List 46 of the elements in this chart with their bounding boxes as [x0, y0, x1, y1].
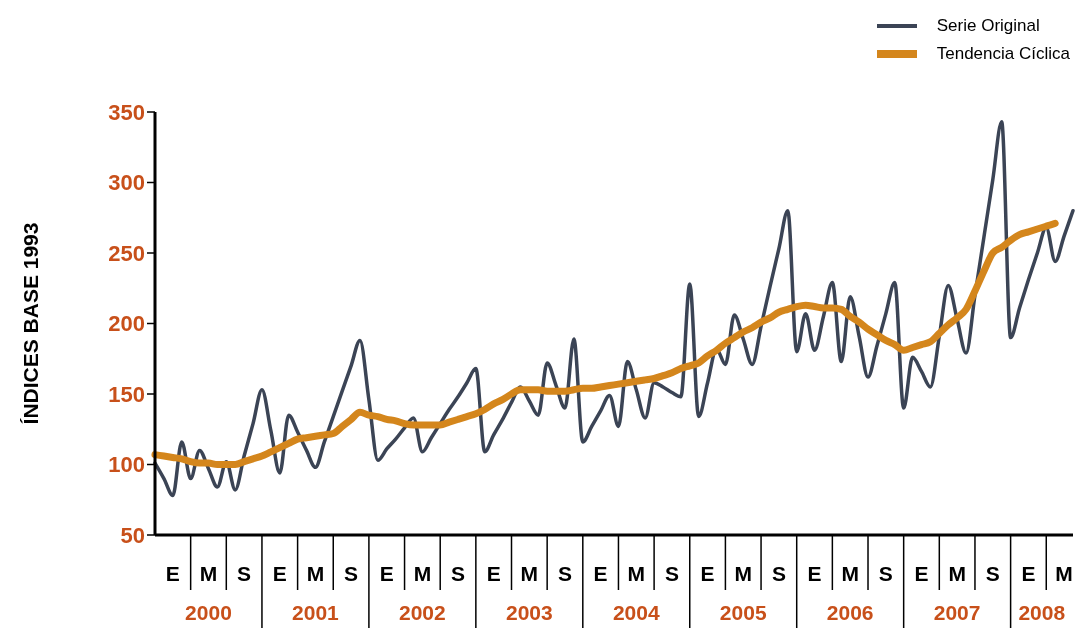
x-tick-label: E	[272, 562, 287, 585]
x-tick-label: E	[700, 562, 715, 585]
x-tick-label: E	[1021, 562, 1036, 585]
y-tick-label: 100	[108, 452, 145, 478]
x-tick-label: S	[878, 562, 893, 585]
y-tick-label: 300	[108, 170, 145, 196]
text: 2002	[399, 601, 446, 624]
x-tick-label: M	[627, 562, 646, 585]
text: 2004	[612, 601, 660, 624]
x-tick-label: E	[914, 562, 929, 585]
text: 2006	[826, 601, 874, 624]
y-tick-label: 150	[108, 381, 145, 407]
y-tick-label: 200	[108, 311, 145, 337]
x-tick-label: M	[1055, 562, 1073, 585]
x-tick-label: E	[593, 562, 608, 585]
text: 2001	[292, 601, 340, 624]
x-tick-label: M	[841, 562, 859, 585]
x-tick-label: S	[344, 562, 359, 585]
text: 2000	[185, 601, 232, 624]
text: 2005	[719, 601, 767, 624]
x-tick-label: E	[165, 562, 180, 585]
legend-label: Serie Original	[936, 16, 1040, 36]
x-tick-label: S	[985, 562, 1000, 585]
x-tick-label: M	[413, 562, 432, 585]
x-tick-label: S	[557, 562, 572, 585]
text: 2008	[1018, 601, 1066, 624]
x-tick-label: S	[237, 562, 252, 585]
x-tick-label: E	[379, 562, 394, 585]
text: 2007	[933, 601, 981, 624]
y-tick-label: 350	[108, 99, 145, 125]
x-tick-label: S	[451, 562, 466, 585]
y-tick-label: 250	[108, 240, 145, 266]
x-tick-label: E	[807, 562, 822, 585]
y-tick-label: 50	[120, 522, 145, 548]
x-tick-label: S	[664, 562, 679, 585]
x-tick-label: M	[520, 562, 539, 585]
line-series	[153, 120, 1075, 498]
x-tick-label: M	[734, 562, 752, 585]
legend-label: Tendencia Cíclica	[936, 44, 1070, 64]
y-axis-title: ÍNDICES BASE 1993	[19, 222, 42, 425]
x-tick-label: S	[771, 562, 786, 585]
x-tick-label: M	[948, 562, 966, 585]
x-tick-label: E	[486, 562, 501, 585]
text: 2003	[505, 601, 553, 624]
x-tick-label: M	[199, 562, 218, 585]
x-tick-label: M	[306, 562, 325, 585]
